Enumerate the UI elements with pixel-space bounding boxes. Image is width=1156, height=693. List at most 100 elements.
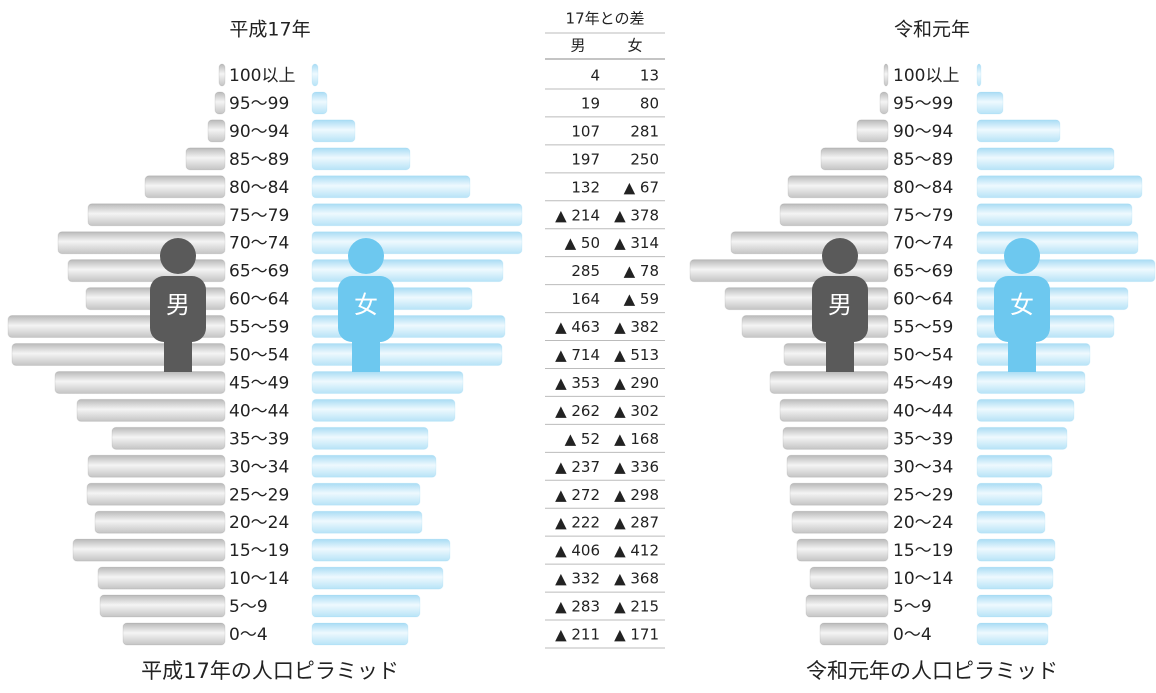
age-label: 65～69 [229, 262, 289, 282]
male-bar [185, 147, 226, 171]
female-bar [976, 566, 1054, 590]
female-bar [311, 426, 429, 450]
age-label: 90～94 [229, 122, 289, 142]
female-bar [311, 91, 328, 115]
person-legs [352, 330, 380, 372]
age-label: 35～39 [893, 429, 953, 449]
table-cell: 132 [571, 178, 600, 196]
table-cell: ▲ 262 [555, 402, 600, 420]
age-label: 55～59 [893, 318, 953, 338]
person-body [150, 276, 206, 342]
person-label: 男 [166, 291, 190, 319]
table-cell: ▲ 368 [614, 570, 659, 588]
age-label: 30～34 [229, 457, 289, 477]
table-cell: 164 [571, 290, 600, 308]
person-legs [1008, 330, 1036, 372]
table-cell: 80 [640, 94, 659, 112]
table-cell: ▲ 59 [624, 290, 659, 308]
female-bar [976, 231, 1139, 255]
age-label: 45～49 [893, 373, 953, 393]
age-label: 50～54 [893, 346, 953, 366]
male-bar [67, 259, 226, 283]
male-bar [207, 119, 226, 143]
table-cell: 4 [590, 67, 600, 85]
age-label: 75～79 [893, 206, 953, 226]
person-legs [164, 330, 192, 372]
female-bar [976, 119, 1061, 143]
table-cell: 197 [571, 150, 600, 168]
age-label: 70～74 [893, 234, 953, 254]
age-label: 100以上 [893, 66, 959, 86]
female-bar [976, 538, 1056, 562]
table-cell: 281 [630, 122, 659, 140]
person-head [348, 238, 384, 274]
male-bar [122, 622, 226, 646]
table-cell: ▲ 50 [565, 234, 600, 252]
table-cell: ▲ 171 [614, 626, 659, 644]
table-column-header: 女 [627, 37, 642, 55]
female-bar [311, 594, 421, 618]
age-label: 10～14 [229, 569, 289, 589]
male-bar [111, 426, 226, 450]
female-bar [311, 119, 356, 143]
age-label: 10～14 [893, 569, 953, 589]
female-bar [976, 594, 1053, 618]
male-bar [789, 482, 889, 506]
male-bar [779, 398, 889, 422]
table-cell: ▲ 287 [614, 514, 659, 532]
age-label: 80～84 [893, 178, 953, 198]
age-label: 20～24 [229, 513, 289, 533]
age-label: 50～54 [229, 346, 289, 366]
table-cell: ▲ 463 [555, 318, 600, 336]
table-cell: ▲ 378 [614, 206, 659, 224]
chart-title: 平成17年 [229, 19, 310, 41]
person-legs [826, 330, 854, 372]
female-bar [976, 175, 1143, 199]
table-cell: ▲ 52 [565, 430, 600, 448]
age-label: 0～4 [229, 625, 268, 645]
male-bar [144, 175, 226, 199]
female-bar [311, 398, 456, 422]
age-label: 75～79 [229, 206, 289, 226]
male-bar [94, 510, 226, 534]
male-bar [769, 370, 889, 394]
age-label: 85～89 [893, 150, 953, 170]
age-label: 0～4 [893, 625, 932, 645]
female-bar [311, 510, 423, 534]
male-bar [782, 426, 889, 450]
table-cell: ▲ 406 [555, 542, 600, 560]
table-cell: ▲ 382 [614, 318, 659, 336]
person-label: 女 [354, 291, 378, 319]
male-bar [791, 510, 889, 534]
person-body [338, 276, 394, 342]
male-bar [214, 91, 226, 115]
female-bar [976, 454, 1053, 478]
age-label: 5～9 [893, 597, 932, 617]
table-cell: ▲ 215 [614, 598, 659, 616]
table-cell: ▲ 332 [555, 570, 600, 588]
person-head [822, 238, 858, 274]
female-bar [311, 259, 504, 283]
table-cell: ▲ 290 [614, 374, 659, 392]
age-label: 95～99 [229, 94, 289, 114]
table-cell: 13 [640, 67, 659, 85]
table-cell: ▲ 412 [614, 542, 659, 560]
age-label: 45～49 [229, 373, 289, 393]
table-cell: ▲ 353 [555, 374, 600, 392]
table-title: 17年との差 [566, 10, 645, 28]
female-bar [311, 370, 464, 394]
male-bar [76, 398, 226, 422]
female-bar [976, 622, 1049, 646]
table-cell: ▲ 67 [624, 178, 659, 196]
female-bar [976, 426, 1068, 450]
table-cell: ▲ 222 [555, 514, 600, 532]
person-label: 男 [828, 291, 852, 319]
age-label: 35～39 [229, 429, 289, 449]
table-cell: 107 [571, 122, 600, 140]
age-label: 40～44 [893, 401, 953, 421]
age-label: 40～44 [229, 401, 289, 421]
female-bar [311, 538, 451, 562]
age-label: 15～19 [893, 541, 953, 561]
